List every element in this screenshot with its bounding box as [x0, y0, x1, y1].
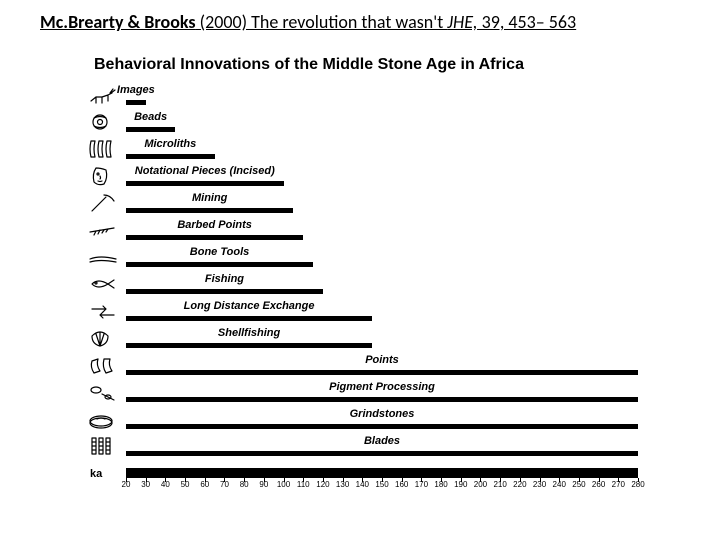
axis-tick-label: 200	[474, 480, 487, 489]
row-label: Bone Tools	[190, 246, 249, 258]
timeline-row: Images	[90, 82, 650, 109]
timeline-bar	[126, 424, 638, 429]
figure-title: Behavioral Innovations of the Middle Sto…	[94, 56, 650, 74]
row-label: Barbed Points	[177, 219, 252, 231]
citation-authors: Mc.Brearty & Brooks	[40, 11, 196, 33]
timeline-row: Fishing	[90, 271, 650, 298]
shell-icon	[86, 326, 120, 350]
timeline-row: Barbed Points	[90, 217, 650, 244]
timeline-bar	[126, 262, 313, 267]
axis-tick-label: 20	[122, 480, 131, 489]
timeline-axis: ka 20 30 40 50 60 70 80 90 100 110 120 130 140 150 160…	[90, 468, 650, 496]
row-label: Grindstones	[350, 408, 415, 420]
blades-icon	[86, 434, 120, 458]
timeline-bar	[126, 208, 293, 213]
timeline-bar	[126, 451, 638, 456]
grind-icon	[86, 407, 120, 431]
axis-tick-label: 150	[375, 480, 388, 489]
row-label: Long Distance Exchange	[184, 300, 315, 312]
row-label: Fishing	[205, 273, 244, 285]
timeline-row: Grindstones	[90, 406, 650, 433]
axis-tick-label: 280	[631, 480, 644, 489]
point-icon	[86, 353, 120, 377]
axis-tick-label: 210	[493, 480, 506, 489]
row-label: Mining	[192, 192, 227, 204]
row-label: Notational Pieces (Incised)	[135, 165, 275, 177]
citation-rest1: (2000) The revolution that wasn't	[196, 11, 448, 33]
axis-tick-label: 160	[395, 480, 408, 489]
timeline-row: Shellfishing	[90, 325, 650, 352]
timeline-bar	[126, 181, 284, 186]
axis-tick-label: 50	[181, 480, 190, 489]
row-label: Blades	[364, 435, 400, 447]
timeline-bar	[126, 289, 323, 294]
timeline-row: Mining	[90, 190, 650, 217]
timeline-row: Microliths	[90, 136, 650, 163]
timeline-row: Pigment Processing	[90, 379, 650, 406]
axis-tick-label: 80	[240, 480, 249, 489]
citation-rest2: 39, 453– 563	[478, 11, 577, 33]
row-label: Microliths	[144, 138, 196, 150]
timeline-bar	[126, 127, 175, 132]
axis-tick-label: 90	[259, 480, 268, 489]
figure: Behavioral Innovations of the Middle Sto…	[90, 48, 650, 496]
axis-label: ka	[90, 468, 102, 480]
timeline-bar	[126, 397, 638, 402]
citation-journal: JHE,	[447, 11, 477, 33]
fish-icon	[86, 272, 120, 296]
exchange-icon	[86, 299, 120, 323]
axis-tick-label: 130	[336, 480, 349, 489]
row-label: Points	[365, 354, 399, 366]
axis-tick-label: 230	[533, 480, 546, 489]
barbed-icon	[86, 218, 120, 242]
axis-tick-label: 220	[513, 480, 526, 489]
axis-tick-label: 110	[297, 480, 310, 489]
timeline-row: Blades	[90, 433, 650, 460]
timeline-bar	[126, 370, 638, 375]
microlith-icon	[86, 137, 120, 161]
bone-icon	[86, 245, 120, 269]
row-label: Images	[117, 84, 155, 96]
axis-tick-label: 30	[141, 480, 150, 489]
row-label: Shellfishing	[218, 327, 280, 339]
axis-tick-label: 260	[592, 480, 605, 489]
timeline-rows: Images Beads Microliths Notational Pieces (…	[90, 82, 650, 460]
timeline-bar	[126, 316, 372, 321]
axis-tick-label: 70	[220, 480, 229, 489]
timeline-row: Bone Tools	[90, 244, 650, 271]
pigment-icon	[86, 380, 120, 404]
timeline-bar	[126, 343, 372, 348]
axis-tick-label: 120	[316, 480, 329, 489]
row-label: Pigment Processing	[329, 381, 435, 393]
axis-tick-label: 40	[161, 480, 170, 489]
axis-tick-label: 250	[572, 480, 585, 489]
citation: Mc.Brearty & Brooks (2000) The revolutio…	[40, 12, 680, 34]
bead-icon	[86, 110, 120, 134]
axis-tick-label: 140	[356, 480, 369, 489]
timeline-bar	[126, 100, 146, 105]
row-label: Beads	[134, 111, 167, 123]
axis-tick-label: 180	[434, 480, 447, 489]
antelope-icon	[86, 83, 120, 107]
timeline-row: Notational Pieces (Incised)	[90, 163, 650, 190]
axis-tick-label: 100	[277, 480, 290, 489]
timeline-bar	[126, 154, 215, 159]
face-icon	[86, 164, 120, 188]
timeline-row: Beads	[90, 109, 650, 136]
axis-tick-label: 270	[612, 480, 625, 489]
timeline-bar	[126, 235, 303, 240]
pick-icon	[86, 191, 120, 215]
axis-tick-label: 240	[553, 480, 566, 489]
timeline-row: Points	[90, 352, 650, 379]
timeline-row: Long Distance Exchange	[90, 298, 650, 325]
axis-tick-label: 60	[200, 480, 209, 489]
axis-tick-label: 170	[415, 480, 428, 489]
axis-band	[126, 468, 638, 478]
axis-tick-label: 190	[454, 480, 467, 489]
